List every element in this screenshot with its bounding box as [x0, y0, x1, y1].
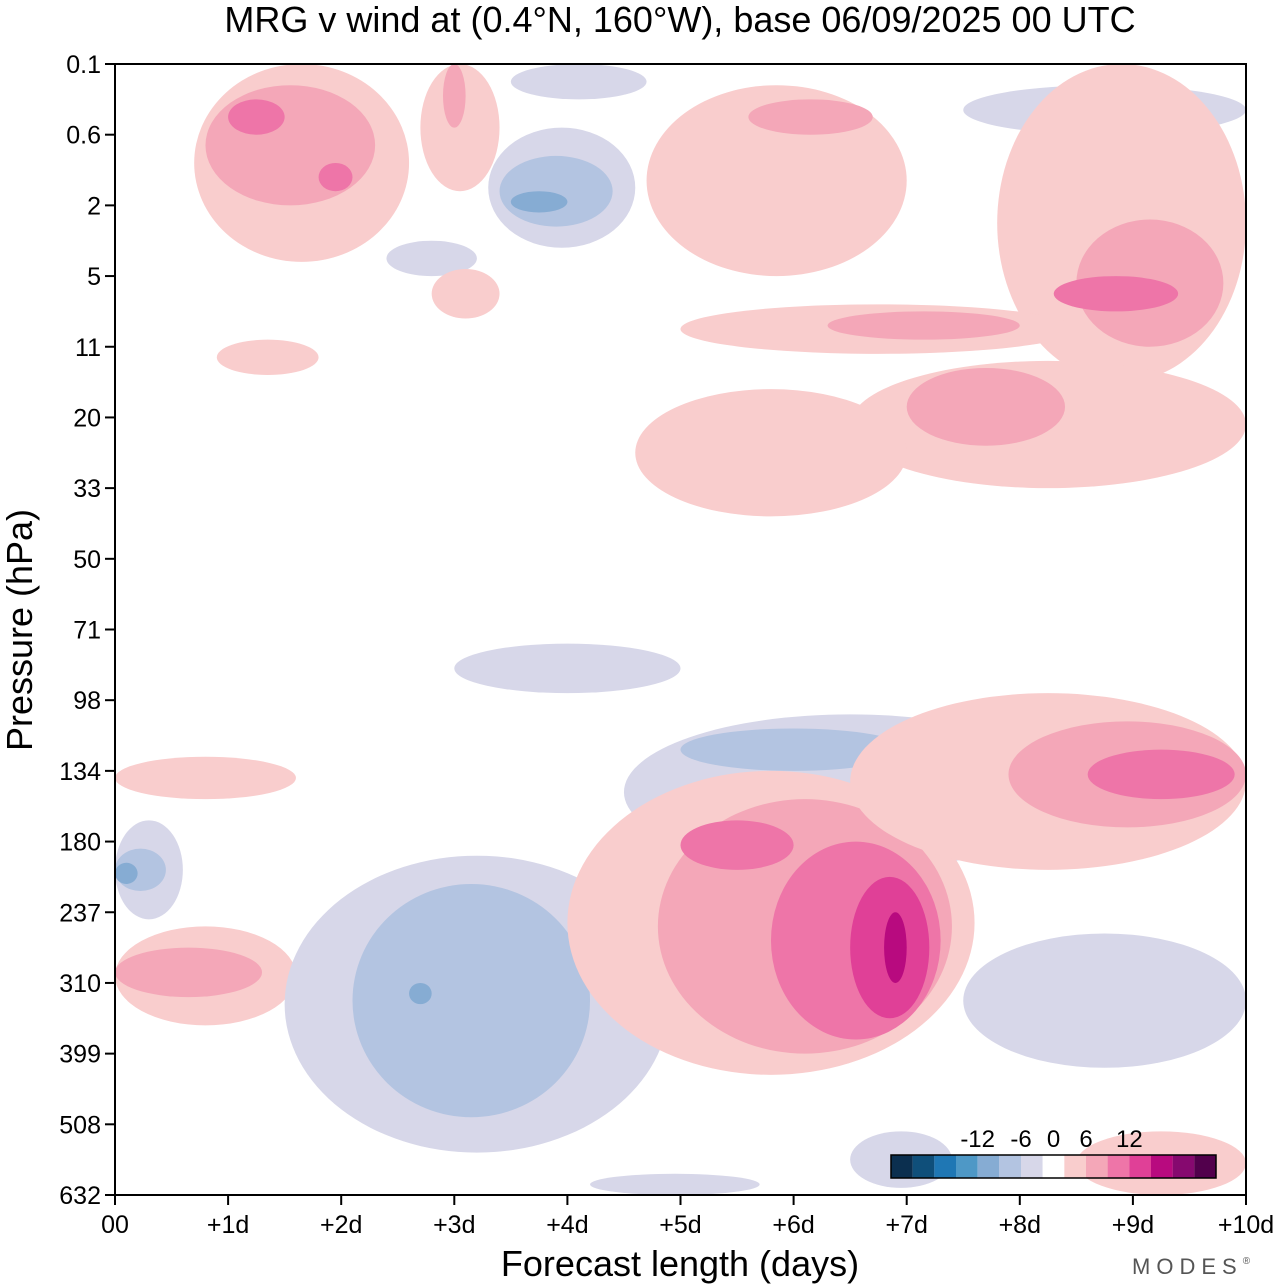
- modes-logo: MODES®: [1132, 1254, 1256, 1279]
- y-tick-label: 0.1: [66, 51, 101, 79]
- contour-region-pos-3: [115, 756, 296, 800]
- contour-region-neg-11: [680, 728, 907, 771]
- x-tick-label: 00: [101, 1211, 129, 1239]
- contour-region-pos-39: [748, 99, 873, 135]
- y-tick-label: 310: [59, 970, 101, 998]
- x-tick-label: +9d: [1112, 1211, 1154, 1239]
- contour-region-pos-38: [646, 85, 907, 277]
- y-tick-label: 237: [59, 899, 101, 927]
- colorbar-tick-label: -12: [960, 1126, 995, 1153]
- y-tick-label: 2: [87, 192, 101, 220]
- contour-fills: [115, 64, 1246, 1195]
- y-tick-label: 134: [59, 758, 101, 786]
- contour-region-neg-28: [510, 191, 568, 213]
- contour-region-pos-44: [827, 311, 1020, 340]
- colorbar-swatch: [891, 1155, 913, 1178]
- y-tick-label: 5: [87, 263, 101, 291]
- brand-text: MODES: [1132, 1254, 1243, 1279]
- x-tick-label: +7d: [885, 1211, 927, 1239]
- y-tick-label: 508: [59, 1111, 101, 1139]
- x-axis: 00 +1d +2d +3d +4d +5d +6d +7d +8d +9d +10d: [101, 1195, 1274, 1239]
- contour-region-pos-35: [318, 162, 353, 192]
- y-tick-label: 71: [73, 617, 101, 645]
- x-axis-label: Forecast length (days): [501, 1243, 859, 1284]
- colorbar-swatch: [1194, 1155, 1216, 1178]
- colorbar-tick-label: 0: [1047, 1126, 1060, 1153]
- colorbar-swatch: [1172, 1155, 1195, 1178]
- y-axis-label: Pressure (hPa): [0, 509, 40, 751]
- contour-region-neg-7: [352, 883, 591, 1118]
- colorbar-swatch: [1021, 1155, 1043, 1178]
- contour-region-pos-42: [1053, 276, 1179, 312]
- y-tick-label: 33: [73, 475, 101, 503]
- x-tick-label: +10d: [1218, 1211, 1274, 1239]
- contour-region-pos-49: [216, 339, 319, 376]
- y-tick-label: 98: [73, 687, 101, 715]
- contour-region-neg-2: [115, 862, 138, 884]
- colorbar-swatch: [1107, 1155, 1130, 1178]
- x-tick-label: +5d: [659, 1211, 701, 1239]
- contour-region-pos-37: [442, 64, 466, 128]
- contour-region-neg-24: [590, 1173, 760, 1195]
- chart-title: MRG v wind at (0.4°N, 160°W), base 06/09…: [224, 0, 1135, 40]
- registered-mark: ®: [1243, 1256, 1256, 1267]
- contour-region-neg-25: [510, 64, 647, 100]
- contour-region-neg-21: [963, 933, 1246, 1068]
- colorbar: -12 -6 0 6 12: [890, 1126, 1217, 1179]
- contour-region-neg-29: [386, 240, 477, 277]
- x-tick-label: +4d: [546, 1211, 588, 1239]
- colorbar-swatch: [912, 1155, 935, 1178]
- contour-region-pos-20: [1087, 749, 1235, 800]
- colorbar-swatch: [956, 1155, 978, 1178]
- y-tick-label: 11: [75, 334, 101, 362]
- contour-region-pos-34: [228, 99, 285, 135]
- x-tick-label: +2d: [320, 1211, 362, 1239]
- y-tick-label: 180: [59, 829, 101, 857]
- x-tick-label: +8d: [999, 1211, 1041, 1239]
- colorbar-swatch: [1042, 1155, 1065, 1178]
- x-tick-label: +1d: [207, 1211, 249, 1239]
- y-tick-label: 399: [59, 1041, 101, 1069]
- colorbar-swatch: [1129, 1155, 1151, 1178]
- colorbar-swatch: [999, 1155, 1021, 1178]
- contour-region-neg-8: [409, 982, 432, 1005]
- contour-region-neg-9: [454, 643, 681, 694]
- contour-region-neg-27: [499, 155, 613, 227]
- contour-region-pos-36: [420, 64, 500, 192]
- contour-region-pos-33: [205, 85, 376, 206]
- y-tick-label: 632: [59, 1182, 101, 1210]
- colorbar-tick-label: -6: [1010, 1126, 1031, 1153]
- colorbar-swatch: [934, 1155, 956, 1178]
- colorbar-swatch: [1086, 1155, 1108, 1178]
- contour-region-pos-14: [680, 820, 794, 870]
- y-axis: 0.1 0.6 2 5 11 20 33 50 71 98 134 180 237 310 399 508 63…: [59, 51, 115, 1210]
- colorbar-frame: [890, 1154, 1217, 1179]
- contour-region-pos-47: [635, 389, 907, 517]
- y-tick-label: 0.6: [66, 122, 101, 150]
- y-tick-label: 20: [73, 404, 101, 432]
- colorbar-swatch: [977, 1155, 1000, 1178]
- colorbar-tick-label: 12: [1116, 1126, 1143, 1153]
- contour-region-pos-17: [884, 912, 907, 983]
- colorbar-swatch: [1151, 1155, 1173, 1178]
- contour-region-pos-46: [906, 367, 1066, 446]
- x-tick-label: +6d: [772, 1211, 814, 1239]
- colorbar-tick-label: 6: [1079, 1126, 1092, 1153]
- contour-region-pos-5: [115, 947, 263, 998]
- colorbar-swatch: [1064, 1155, 1086, 1178]
- y-tick-label: 50: [73, 546, 101, 574]
- contour-region-pos-48: [431, 268, 500, 319]
- x-tick-label: +3d: [433, 1211, 475, 1239]
